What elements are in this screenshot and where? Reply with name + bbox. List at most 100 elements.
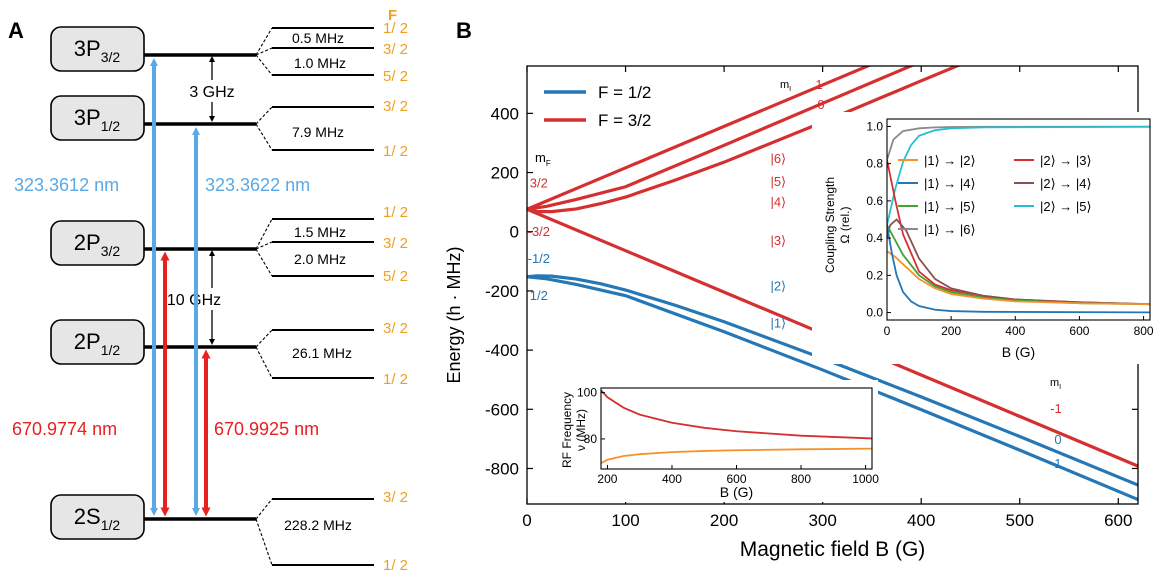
- state-label: |6⟩: [770, 151, 786, 166]
- wavelength-red-right: 670.9925 nm: [214, 419, 319, 439]
- y-axis-label: Coupling Strength: [823, 177, 837, 273]
- mf-label: -3/2: [528, 224, 550, 239]
- series-line: [887, 125, 1150, 226]
- y-tick-label: -400: [485, 341, 519, 360]
- panel-a: A F 3P3/2 3P1/2 2P3/2 2P1/2 2S1/2: [8, 7, 408, 574]
- level-box-2p32: 2P3/2: [50, 220, 145, 266]
- level-sub: 3/2: [101, 243, 121, 259]
- x-tick-label: 0: [884, 324, 891, 338]
- svg-text:3/ 2: 3/ 2: [383, 41, 408, 58]
- x-tick-label: 400: [1005, 324, 1025, 338]
- state-label: |2⟩: [770, 278, 786, 293]
- x-tick-label: 600: [726, 472, 746, 486]
- svg-text:1/ 2: 1/ 2: [383, 371, 408, 388]
- gap-arrows: 3 GHz 10 GHz: [167, 56, 242, 345]
- level-box-3p12: 3P1/2: [50, 95, 145, 141]
- mi-header-top: mI: [780, 79, 791, 93]
- svg-text:0.5 MHz: 0.5 MHz: [292, 30, 344, 46]
- x-tick-label: 400: [907, 511, 935, 530]
- level-term: 2P: [74, 329, 101, 354]
- y-tick-label: 0.4: [866, 231, 883, 245]
- series-line: [527, 274, 1138, 487]
- level-box-2p12: 2P1/2: [50, 319, 145, 365]
- x-tick-label: 100: [611, 511, 639, 530]
- svg-text:228.2 MHz: 228.2 MHz: [284, 517, 352, 533]
- mi-label-bottom: 1: [1054, 456, 1061, 471]
- legend-label: |2⟩ → |5⟩: [1040, 199, 1092, 214]
- series-line: [527, 66, 872, 211]
- mf-label: 1/2: [530, 288, 548, 303]
- x-tick-label: 200: [597, 472, 617, 486]
- x-tick-label: 200: [941, 324, 961, 338]
- level-term: 3P: [74, 105, 101, 130]
- hyperfine-splitting-labels: 0.5 MHz 1.0 MHz 7.9 MHz 1.5 MHz 2.0 MHz …: [284, 30, 352, 533]
- x-tick-label: 300: [808, 511, 836, 530]
- y-tick-label: 1.0: [866, 119, 883, 133]
- y-axis-label: Energy (h · MHz): [444, 246, 464, 383]
- legend-label: |1⟩ → |2⟩: [924, 153, 976, 168]
- y-axis-label-2: ν (MHz): [574, 409, 588, 451]
- rf-frequency-inset: 200 400 600 800 1000 80 100 B (G) RF Frequency ν …: [560, 380, 879, 502]
- svg-text:2.0 MHz: 2.0 MHz: [294, 251, 346, 267]
- y-tick-label: 0.6: [866, 194, 883, 208]
- svg-text:2S1/2: 2S1/2: [74, 504, 121, 533]
- mf-label: 3/2: [530, 175, 548, 190]
- svg-text:3/ 2: 3/ 2: [383, 235, 408, 252]
- y-tick-label: -800: [485, 459, 519, 478]
- level-term: 2P: [74, 230, 101, 255]
- series-line: [887, 224, 1150, 314]
- mi-label-bottom: 0: [1054, 432, 1061, 447]
- level-sub: 1/2: [101, 517, 121, 533]
- x-tick-label: 0: [522, 511, 531, 530]
- svg-text:5/ 2: 5/ 2: [383, 268, 408, 285]
- level-sub: 1/2: [101, 118, 121, 134]
- x-tick-label: 600: [1069, 324, 1089, 338]
- level-box-2s12: 2S1/2: [50, 494, 145, 540]
- svg-text:3P3/2: 3P3/2: [74, 36, 121, 65]
- x-tick-label: 600: [1104, 511, 1132, 530]
- series-line: [527, 275, 1138, 502]
- x-tick-label: 500: [1006, 511, 1034, 530]
- y-tick-label: 0.8: [866, 157, 883, 171]
- wavelength-red-left: 670.9774 nm: [12, 419, 117, 439]
- mi-label-bottom: -1: [1050, 401, 1062, 416]
- transition-arrows: [150, 58, 211, 517]
- wavelength-uv-right: 323.3622 nm: [205, 175, 310, 195]
- svg-text:3P1/2: 3P1/2: [74, 105, 121, 134]
- level-term: 3P: [74, 36, 101, 61]
- legend-label: F = 3/2: [598, 111, 651, 130]
- y-axis-label-2: Ω (rel.): [838, 207, 852, 244]
- y-tick-label: 100: [577, 386, 597, 400]
- panel-b: B 0 100 200 300 400 500 600-800-600-400-200020…: [444, 18, 1156, 561]
- legend-label: |2⟩ → |3⟩: [1040, 153, 1092, 168]
- gap-label-3ghz: 3 GHz: [189, 84, 234, 101]
- svg-text:1/ 2: 1/ 2: [383, 20, 408, 37]
- y-tick-label: 0: [510, 223, 519, 242]
- y-tick-label: 0.0: [866, 306, 883, 320]
- y-tick-label: 400: [491, 104, 519, 123]
- level-sub: 3/2: [101, 49, 121, 65]
- x-tick-label: 1000: [852, 472, 879, 486]
- svg-text:1/ 2: 1/ 2: [383, 204, 408, 221]
- hyperfine-connectors: [255, 27, 273, 566]
- y-tick-label: 200: [491, 164, 519, 183]
- coupling-inset: 0 200 400 600 800 0.0 0.2 0.4 0.6 0.8 1.0 B (G) Coup…: [812, 112, 1156, 364]
- mi-label-top: 1: [815, 77, 822, 92]
- x-axis-label: B (G): [1002, 344, 1035, 360]
- y-tick-label: -200: [485, 282, 519, 301]
- svg-text:1.5 MHz: 1.5 MHz: [294, 224, 346, 240]
- svg-text:3/ 2: 3/ 2: [383, 320, 408, 337]
- svg-text:1.0 MHz: 1.0 MHz: [294, 55, 346, 71]
- state-label: |3⟩: [770, 233, 786, 248]
- x-axis-label: B (G): [720, 484, 753, 500]
- main-chart: 0 100 200 300 400 500 600-800-600-400-20002004…: [444, 65, 1139, 561]
- svg-text:1/ 2: 1/ 2: [383, 557, 408, 574]
- level-box-3p32: 3P3/2: [50, 26, 145, 72]
- legend-label: |1⟩ → |5⟩: [924, 199, 976, 214]
- legend-label: |2⟩ → |4⟩: [1040, 176, 1092, 191]
- svg-text:3/ 2: 3/ 2: [383, 98, 408, 115]
- x-tick-label: 800: [791, 472, 811, 486]
- svg-text:2P1/2: 2P1/2: [74, 329, 121, 358]
- y-axis-label: RF Frequency: [560, 392, 574, 468]
